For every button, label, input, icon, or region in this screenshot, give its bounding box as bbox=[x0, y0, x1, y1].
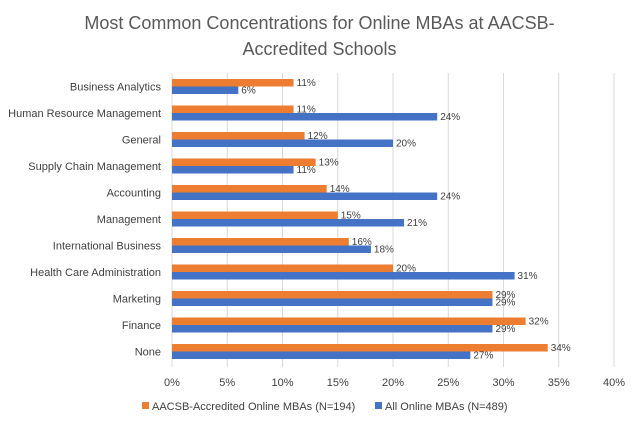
category-label: None bbox=[135, 347, 161, 359]
value-label-aacsb: 16% bbox=[352, 237, 372, 248]
bar-aacsb bbox=[172, 317, 526, 325]
value-label-aacsb: 29% bbox=[495, 290, 515, 301]
chart-title-line-2: Accredited Schools bbox=[242, 39, 397, 59]
bar-aacsb bbox=[172, 79, 294, 87]
value-label-all: 6% bbox=[241, 86, 256, 97]
bar-all bbox=[172, 86, 239, 94]
bar-all bbox=[172, 325, 493, 333]
bar-aacsb bbox=[172, 158, 316, 166]
x-tick-label: 20% bbox=[382, 377, 404, 389]
value-label-all: 29% bbox=[495, 324, 515, 335]
value-label-aacsb: 11% bbox=[297, 78, 316, 89]
category-label: Marketing bbox=[113, 294, 161, 306]
value-label-all: 20% bbox=[396, 139, 416, 150]
x-tick-label: 35% bbox=[548, 377, 570, 389]
x-tick-label: 25% bbox=[437, 377, 459, 389]
bar-aacsb bbox=[172, 185, 327, 193]
value-label-aacsb: 11% bbox=[297, 105, 316, 116]
bar-aacsb bbox=[172, 291, 493, 299]
legend-label-all: All Online MBAs (N=489) bbox=[385, 401, 508, 413]
category-label: Supply Chain Management bbox=[28, 161, 161, 173]
chart-title: Most Common Concentrations for Online MB… bbox=[0, 10, 639, 62]
chart-title-line-1: Most Common Concentrations for Online MB… bbox=[84, 13, 555, 33]
category-label: Health Care Administration bbox=[30, 267, 161, 279]
value-label-aacsb: 12% bbox=[308, 131, 328, 142]
value-label-aacsb: 15% bbox=[341, 211, 361, 222]
x-tick-label: 10% bbox=[271, 377, 293, 389]
bar-all bbox=[172, 351, 471, 359]
value-label-all: 24% bbox=[440, 192, 460, 203]
bar-all bbox=[172, 192, 438, 200]
bar-aacsb bbox=[172, 211, 338, 219]
category-label: Accounting bbox=[107, 188, 161, 200]
legend-label-aacsb: AACSB-Accredited Online MBAs (N=194) bbox=[152, 401, 355, 413]
category-label: Business Analytics bbox=[70, 82, 162, 94]
x-tick-label: 5% bbox=[219, 377, 235, 389]
x-tick-label: 15% bbox=[327, 377, 349, 389]
bar-all bbox=[172, 166, 294, 174]
category-label: Management bbox=[97, 214, 161, 226]
value-label-aacsb: 20% bbox=[396, 264, 416, 275]
bar-aacsb bbox=[172, 105, 294, 113]
bar-aacsb bbox=[172, 344, 548, 352]
value-label-all: 21% bbox=[407, 218, 427, 229]
value-label-aacsb: 14% bbox=[330, 184, 350, 195]
category-label: Human Resource Management bbox=[8, 108, 161, 120]
value-label-all: 31% bbox=[518, 271, 538, 282]
bar-aacsb bbox=[172, 264, 393, 272]
x-tick-label: 30% bbox=[492, 377, 514, 389]
category-label: General bbox=[122, 135, 161, 147]
value-label-all: 27% bbox=[473, 351, 493, 362]
bar-all bbox=[172, 139, 393, 147]
legend-swatch-aacsb bbox=[142, 402, 149, 409]
bar-aacsb bbox=[172, 132, 305, 140]
x-tick-label: 0% bbox=[164, 377, 180, 389]
legend-swatch-all bbox=[375, 402, 382, 409]
bar-all bbox=[172, 298, 493, 306]
value-label-all: 24% bbox=[440, 112, 460, 123]
category-label: International Business bbox=[53, 241, 162, 253]
value-label-aacsb: 13% bbox=[319, 158, 339, 169]
bar-all bbox=[172, 245, 371, 253]
bar-all bbox=[172, 113, 438, 121]
bar-aacsb bbox=[172, 238, 349, 246]
bar-all bbox=[172, 219, 405, 227]
value-label-aacsb: 34% bbox=[551, 343, 571, 354]
value-label-all: 29% bbox=[495, 298, 515, 309]
category-label: Finance bbox=[122, 320, 161, 332]
value-label-all: 11% bbox=[297, 165, 316, 176]
value-label-all: 18% bbox=[374, 245, 394, 256]
value-label-aacsb: 32% bbox=[529, 317, 549, 328]
bar-all bbox=[172, 272, 515, 280]
x-tick-label: 40% bbox=[603, 377, 625, 389]
